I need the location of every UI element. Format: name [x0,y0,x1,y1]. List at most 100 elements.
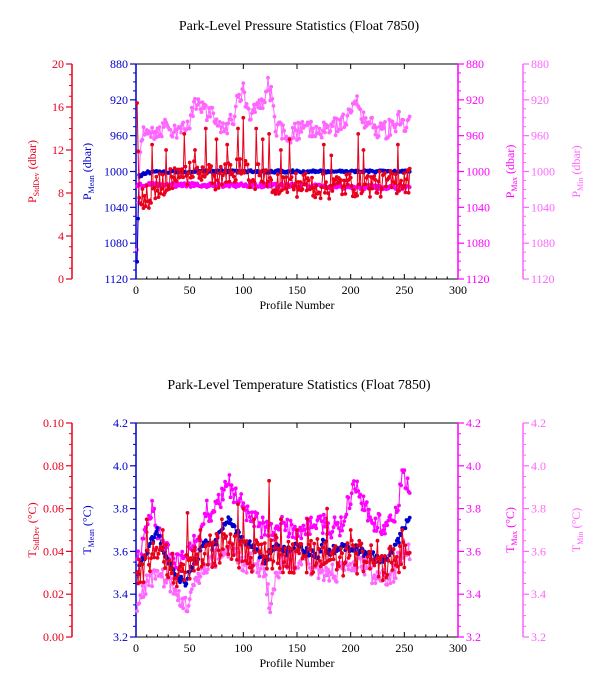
stddev-point [143,204,148,209]
stddev-point [198,169,203,174]
min-point [192,99,196,104]
min-point [178,125,182,130]
max-point [172,561,177,566]
min-point [284,134,289,139]
stddev-point [203,126,208,131]
stddev-point [202,551,207,556]
x-tick-label: 50 [184,641,196,655]
min-point [388,133,393,137]
stddev-point [382,571,386,575]
stddev-point [181,175,186,180]
stddev-point [215,534,220,539]
stddev-point [352,188,356,192]
stddev-point [168,167,173,171]
stddev-point [233,178,238,182]
max-point [375,526,380,530]
mean-point [247,539,252,544]
max-point [261,520,266,525]
stddev-tick-label: 0.04 [43,544,64,558]
x-tick-label: 0 [133,283,139,297]
stddev-point [147,562,151,567]
max-point [301,523,306,528]
stddev-point [317,559,322,563]
max-point [309,515,313,520]
stddev-point [248,555,253,560]
min-point [140,137,145,142]
stddev-point [159,186,164,191]
stddev-point [258,169,263,174]
min-point [299,562,304,567]
max-point [365,518,370,523]
min-point [258,566,263,571]
stddev-point [176,572,180,577]
min-point [372,573,377,578]
stddev-point [314,561,319,566]
stddev-point [216,186,221,190]
stddev-point [181,562,186,567]
stddev-point [218,553,223,557]
stddev-point [344,546,349,551]
min-point [297,136,301,141]
stddev-point [361,148,366,152]
mean-tick-label: 3.6 [113,544,128,558]
mean-tick-label: 3.4 [113,587,128,601]
min-point [319,135,324,140]
min-point [211,111,216,116]
min-tick-label: 920 [531,93,549,107]
mean-axis-label: TMean (°C) [80,505,96,554]
max-point [192,533,196,538]
min-point [201,106,206,111]
stddev-point [141,580,146,585]
min-point [231,122,236,127]
min-point [314,124,319,129]
stddev-point [368,195,372,199]
max-point [397,503,401,508]
max-point [250,510,254,515]
mean-axis-label: PMean (dbar) [80,143,96,200]
stddev-point [335,561,340,566]
min-point [158,572,163,576]
max-point [407,491,412,495]
mean-point [393,542,398,547]
max-point [284,523,289,528]
stddev-point [361,569,366,574]
stddev-point [191,175,195,179]
max-point [241,501,246,505]
stddev-point [340,192,344,197]
stddev-point [198,528,203,532]
stddev-point [145,548,150,553]
stddev-tick-label: 0 [58,272,64,286]
max-tick-label: 960 [466,129,484,143]
stddev-point [343,192,348,196]
max-point [349,491,354,496]
stddev-point [323,190,327,195]
stddev-point [178,564,182,569]
stddev-point [388,544,393,549]
stddev-point [331,557,336,562]
min-point [153,577,158,581]
max-point [141,536,146,541]
stddev-point [160,528,165,532]
stddev-point [183,570,188,575]
stddev-point [148,569,152,574]
stddev-point [325,506,329,511]
stddev-point [195,165,200,170]
stddev-point [286,539,291,544]
min-point [162,584,166,589]
min-tick-label: 1040 [531,200,555,214]
min-point [403,129,408,134]
max-tick-label: 1000 [466,165,490,179]
x-tick-label: 250 [395,641,413,655]
stddev-point [170,186,175,191]
stddev-point [298,180,303,184]
x-tick-label: 300 [449,283,467,297]
stddev-point [402,171,407,176]
mean-point [155,526,160,530]
max-point [332,515,337,520]
min-tick-label: 4.0 [531,459,546,473]
stddev-point [326,191,330,196]
stddev-point [193,545,197,550]
max-point [256,524,261,529]
stddev-point [156,195,161,200]
stddev-point [317,190,322,195]
